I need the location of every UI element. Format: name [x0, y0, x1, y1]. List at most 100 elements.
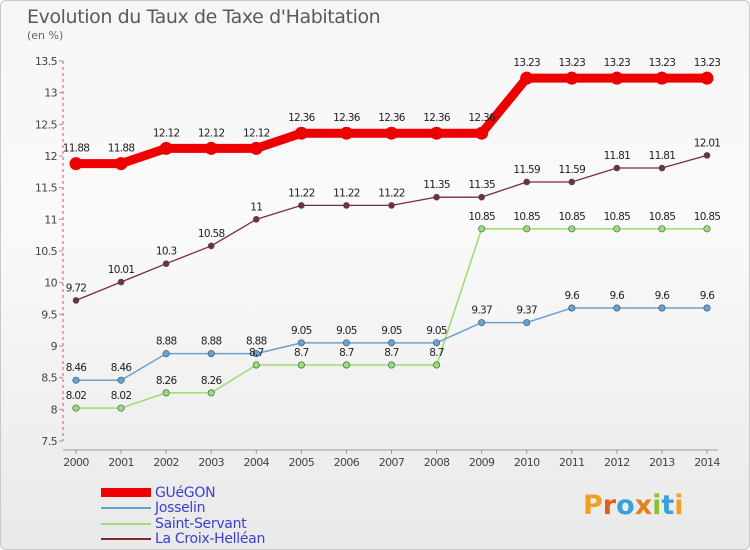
data-point — [162, 260, 170, 267]
logo-letter: t — [661, 490, 675, 521]
legend-label: GUéGON — [155, 484, 216, 501]
data-label: 11.59 — [559, 164, 586, 176]
data-label: 11.59 — [513, 164, 540, 176]
data-point — [388, 202, 395, 209]
data-label: 11.88 — [108, 143, 135, 155]
data-label: 12.36 — [468, 112, 496, 124]
data-label: 11.88 — [63, 143, 90, 155]
data-label: 8.88 — [156, 336, 177, 348]
data-point — [162, 350, 170, 358]
x-tick-label: 2003 — [198, 456, 224, 469]
x-tick-label: 2012 — [604, 456, 630, 469]
data-point — [655, 71, 669, 85]
data-point — [207, 389, 215, 397]
data-label: 13.23 — [694, 57, 721, 69]
data-point — [387, 361, 395, 369]
data-point — [433, 339, 441, 347]
data-label: 10.01 — [108, 264, 135, 276]
data-point — [72, 404, 80, 412]
data-label: 9.05 — [381, 325, 402, 337]
data-label: 10.85 — [513, 211, 540, 223]
data-point — [478, 319, 486, 327]
data-point — [294, 126, 308, 140]
data-point — [207, 242, 215, 250]
data-point — [117, 278, 125, 286]
data-label: 12.12 — [198, 127, 225, 139]
data-point — [658, 164, 666, 172]
data-point — [478, 193, 485, 201]
x-tick-label: 2011 — [559, 456, 585, 469]
data-point — [69, 157, 83, 171]
legend-label: Saint-Servant — [155, 515, 247, 532]
data-point — [297, 361, 305, 369]
logo-letter: x — [634, 490, 653, 521]
data-label: 13.23 — [559, 57, 586, 69]
data-label: 9.05 — [426, 325, 447, 337]
legend-swatch — [101, 522, 151, 525]
data-point — [249, 141, 263, 155]
data-label: 10.85 — [694, 211, 721, 223]
data-label: 11.35 — [423, 179, 450, 191]
data-point — [207, 350, 215, 358]
data-point — [613, 164, 621, 172]
data-label: 13.23 — [604, 57, 631, 69]
data-label: 9.6 — [564, 290, 580, 302]
data-point — [568, 225, 576, 233]
x-tick-label: 2014 — [694, 456, 720, 469]
data-label: 10.85 — [468, 211, 495, 223]
data-label: 8.26 — [156, 375, 178, 387]
logo-letter: i — [652, 490, 662, 521]
logo-letter: P — [583, 490, 603, 521]
data-point — [523, 178, 531, 186]
data-label: 9.37 — [471, 305, 492, 317]
y-tick-label: 13.5 — [35, 55, 58, 68]
data-label: 8.46 — [66, 362, 88, 374]
x-tick-label: 2010 — [514, 456, 540, 469]
y-tick-label: 8 — [51, 403, 58, 416]
chart-legend: GUéGON Josselin Saint-Servant La Croix-Hell… — [101, 485, 265, 547]
data-point — [343, 202, 350, 209]
data-label: 9.37 — [516, 305, 537, 317]
legend-swatch — [101, 507, 151, 510]
data-label: 12.36 — [333, 112, 361, 124]
data-label: 8.7 — [294, 347, 309, 359]
data-label: 13.23 — [513, 57, 540, 69]
data-point — [252, 216, 260, 223]
data-label: 9.6 — [655, 290, 671, 302]
legend-item: La Croix-Helléan — [101, 531, 266, 548]
data-point — [433, 193, 440, 201]
data-label: 12.36 — [288, 112, 316, 124]
legend-label: La Croix-Helléan — [155, 531, 266, 548]
data-label: 10.58 — [198, 228, 225, 240]
data-point — [610, 71, 624, 85]
data-label: 9.05 — [291, 325, 312, 337]
data-point — [342, 361, 350, 369]
data-label: 12.01 — [694, 137, 721, 149]
data-label: 10.85 — [604, 211, 631, 223]
y-tick-label: 13 — [44, 87, 57, 100]
data-point — [162, 389, 170, 397]
x-tick-label: 2000 — [63, 456, 89, 469]
x-tick-label: 2007 — [379, 456, 405, 469]
data-point — [159, 141, 173, 155]
x-tick-label: 2008 — [424, 456, 450, 469]
data-label: 11 — [250, 201, 262, 213]
data-point — [297, 339, 305, 347]
data-point — [703, 152, 711, 159]
logo-letter: i — [674, 490, 684, 521]
data-label: 13.23 — [649, 57, 676, 69]
x-tick-label: 2002 — [153, 456, 179, 469]
data-label: 11.81 — [649, 150, 676, 162]
series-line-3 — [75, 154, 708, 302]
data-point — [523, 225, 531, 233]
x-tick-label: 2006 — [334, 456, 360, 469]
data-point — [298, 202, 305, 209]
data-label: 8.02 — [111, 390, 132, 402]
data-point — [658, 304, 666, 312]
data-point — [114, 157, 128, 171]
data-label: 8.7 — [249, 347, 264, 359]
data-label: 11.81 — [604, 150, 631, 162]
data-label: 12.36 — [423, 112, 451, 124]
legend-item: Saint-Servant — [101, 516, 265, 532]
y-tick-label: 7.5 — [41, 435, 57, 448]
